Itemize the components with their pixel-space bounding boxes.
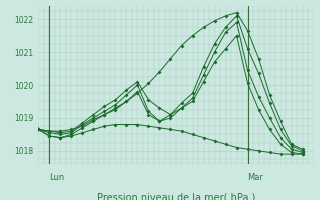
- Text: Pression niveau de la mer( hPa ): Pression niveau de la mer( hPa ): [97, 192, 255, 200]
- Text: Mar: Mar: [248, 173, 263, 182]
- Text: Lun: Lun: [49, 173, 65, 182]
